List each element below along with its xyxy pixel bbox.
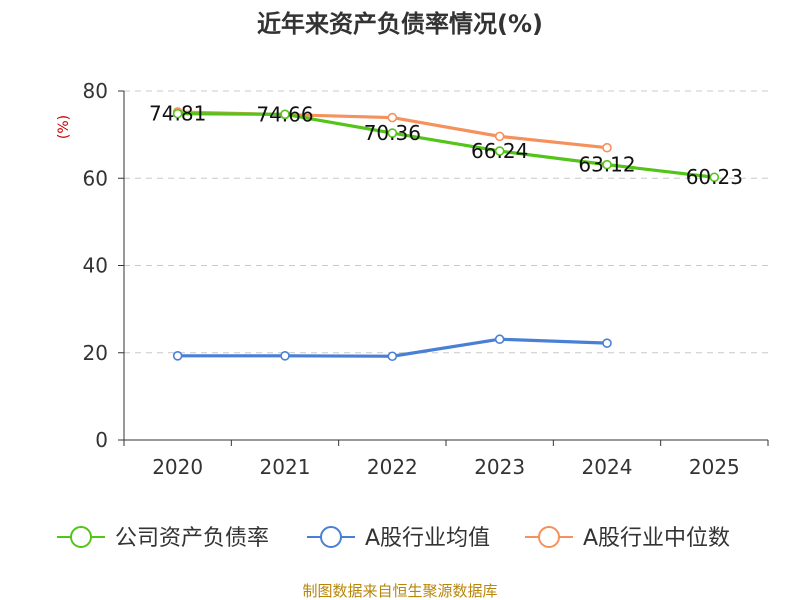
legend-marker [70,526,92,548]
data-label: 70.36 [364,121,421,145]
y-tick-label: 80 [83,79,108,103]
data-point [494,334,505,345]
y-tick-label: 60 [83,166,108,190]
x-tick-label: 2024 [582,455,633,479]
legend-label: A股行业中位数 [583,526,730,551]
data-point [387,351,398,362]
y-axis-label: (%) [56,115,72,139]
data-point [280,109,290,120]
x-tick-label: 2021 [260,455,311,479]
data-labels: 74.81 74.66 70.36 66.24 63.12 60.23 [149,102,743,190]
data-label: 63.12 [578,153,635,177]
y-tick-label: 0 [95,428,108,452]
legend-marker [538,526,560,548]
series-line [177,112,715,179]
data-point [494,131,505,142]
data-point [387,112,398,123]
y-tick-label: 20 [83,341,108,365]
chart-title: 近年来资产负债率情况(%) [257,10,543,38]
series-lines [172,107,720,362]
data-point [709,172,720,183]
data-point [280,351,290,361]
data-label: 60.23 [686,165,743,189]
data-point [602,338,612,348]
source-note: 制图数据来自恒生聚源数据库 [302,582,497,600]
legend-label: 公司资产负债率 [115,526,269,551]
data-point [172,108,183,119]
y-tick-label: 40 [83,254,108,278]
data-label: 66.24 [471,139,528,163]
grid-lines [124,90,768,354]
data-point [602,159,612,170]
data-point [602,142,612,153]
x-tick-label: 2025 [689,455,740,479]
data-label: 74.81 [149,102,206,126]
legend-label: A股行业均值 [365,526,490,551]
x-tick-label: 2023 [474,455,525,479]
data-point [494,146,505,156]
axes: 0 20 40 60 80 2020 2021 2022 2023 2024 2025 [83,79,769,479]
data-point [387,128,398,138]
legend: 公司资产负债率 A股行业均值 A股行业中位数 [57,526,730,551]
x-tick-label: 2020 [152,455,203,479]
legend-marker [320,526,342,548]
data-point [172,351,183,361]
data-label: 74.66 [256,102,313,126]
x-tick-label: 2022 [367,455,418,479]
